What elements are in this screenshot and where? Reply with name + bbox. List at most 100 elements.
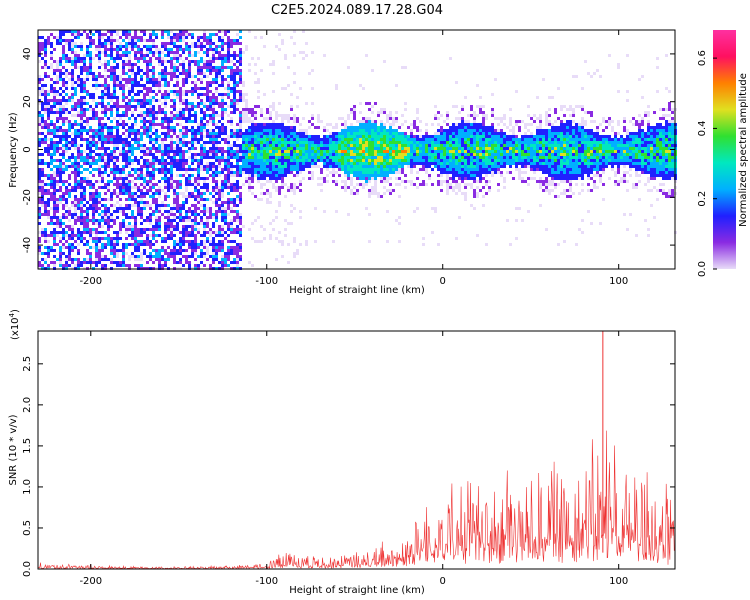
spectrogram-cell: [131, 87, 134, 90]
spectrogram-cell: [161, 201, 164, 204]
spectrogram-cell: [113, 87, 116, 90]
spectrogram-cell: [131, 63, 134, 66]
spectrogram-cell: [164, 117, 167, 120]
spectrogram-cell: [158, 252, 161, 255]
spectrogram-cell: [335, 162, 338, 165]
spectrogram-cell: [275, 132, 278, 135]
spectrogram-cell: [359, 144, 362, 147]
spectrogram-cell: [134, 234, 137, 237]
spectrogram-cell: [212, 99, 215, 102]
spectrogram-cell: [239, 243, 242, 246]
spectrogram-cell: [395, 84, 398, 87]
spectrogram-cell: [38, 222, 41, 225]
spectrogram-cell: [395, 183, 398, 186]
spectrogram-cell: [221, 150, 224, 153]
spectrogram-cell: [137, 195, 140, 198]
spectrogram-cell: [224, 219, 227, 222]
spectrogram-cell: [278, 150, 281, 153]
spectrogram-cell: [128, 159, 131, 162]
spectrogram-cell: [179, 57, 182, 60]
spectrogram-cell: [266, 168, 269, 171]
spectrogram-cell: [221, 225, 224, 228]
spectrogram-cell: [233, 252, 236, 255]
spectrogram-cell: [224, 87, 227, 90]
spectrogram-cell: [110, 219, 113, 222]
spectrogram-cell: [236, 180, 239, 183]
spectrogram-cell: [374, 177, 377, 180]
spectrogram-cell: [242, 117, 245, 120]
spectrogram-cell: [80, 135, 83, 138]
spectrogram-cell: [272, 63, 275, 66]
spectrogram-cell: [383, 153, 386, 156]
spectrogram-cell: [233, 111, 236, 114]
spectrogram-cell: [65, 213, 68, 216]
spectrogram-cell: [74, 33, 77, 36]
spectrogram-cell: [104, 63, 107, 66]
spectrogram-cell: [224, 252, 227, 255]
spectrogram-cell: [311, 159, 314, 162]
spectrogram-cell: [113, 159, 116, 162]
spectrogram-cell: [101, 186, 104, 189]
spectrogram-cell: [296, 150, 299, 153]
spectrogram-cell: [98, 66, 101, 69]
spectrogram-cell: [203, 198, 206, 201]
spectrogram-cell: [191, 195, 194, 198]
spectrogram-cell: [227, 225, 230, 228]
spectrogram-cell: [101, 147, 104, 150]
spectrogram-cell: [218, 45, 221, 48]
spectrogram-cell: [161, 141, 164, 144]
spectrogram-cell: [272, 72, 275, 75]
spectrogram-cell: [41, 105, 44, 108]
spectrogram-cell: [173, 162, 176, 165]
spectrogram-cell: [188, 168, 191, 171]
spectrogram-cell: [116, 249, 119, 252]
spectrogram-cell: [293, 156, 296, 159]
spectrogram-cell: [173, 129, 176, 132]
spectrogram-cell: [356, 120, 359, 123]
spectrogram-cell: [197, 174, 200, 177]
spectrogram-cell: [47, 117, 50, 120]
spectrogram-cell: [386, 138, 389, 141]
spectrogram-cell: [107, 63, 110, 66]
spectrogram-cell: [398, 183, 401, 186]
spectrogram-cell: [44, 174, 47, 177]
spectrogram-cell: [248, 138, 251, 141]
spectrogram-cell: [353, 132, 356, 135]
spectrogram-cell: [335, 135, 338, 138]
spectrogram-cell: [293, 30, 296, 33]
spectrogram-cell: [134, 123, 137, 126]
spectrogram-cell: [341, 153, 344, 156]
spectrogram-cell: [380, 138, 383, 141]
spectrogram-cell: [170, 228, 173, 231]
spectrogram-cell: [311, 141, 314, 144]
spectrogram-cell: [401, 168, 404, 171]
spectrogram-cell: [380, 162, 383, 165]
spectrogram-cell: [104, 54, 107, 57]
spectrogram-cell: [281, 177, 284, 180]
spectrogram-cell: [350, 180, 353, 183]
spectrogram-cell: [221, 207, 224, 210]
spectrogram-cell: [47, 144, 50, 147]
spectrogram-cell: [344, 120, 347, 123]
spectrogram-cell: [176, 210, 179, 213]
spectrogram-cell: [47, 36, 50, 39]
spectrogram-cell: [179, 114, 182, 117]
spectrogram-cell: [410, 168, 413, 171]
spectrogram-cell: [164, 240, 167, 243]
spectrogram-cell: [344, 132, 347, 135]
spectrogram-cell: [437, 111, 440, 114]
spectrogram-cell: [161, 102, 164, 105]
spectrogram-cell: [209, 264, 212, 267]
spectrogram-cell: [266, 147, 269, 150]
spectrogram-cell: [167, 33, 170, 36]
spectrogram-cell: [104, 246, 107, 249]
spectrogram-cell: [203, 63, 206, 66]
spectrogram-cell: [107, 159, 110, 162]
spectrogram-cell: [62, 180, 65, 183]
spectrogram-cell: [95, 255, 98, 258]
spectrogram-cell: [422, 135, 425, 138]
spectrogram-cell: [236, 102, 239, 105]
spectrogram-cell: [113, 261, 116, 264]
spectrogram-cell: [155, 123, 158, 126]
spectrogram-cell: [299, 141, 302, 144]
